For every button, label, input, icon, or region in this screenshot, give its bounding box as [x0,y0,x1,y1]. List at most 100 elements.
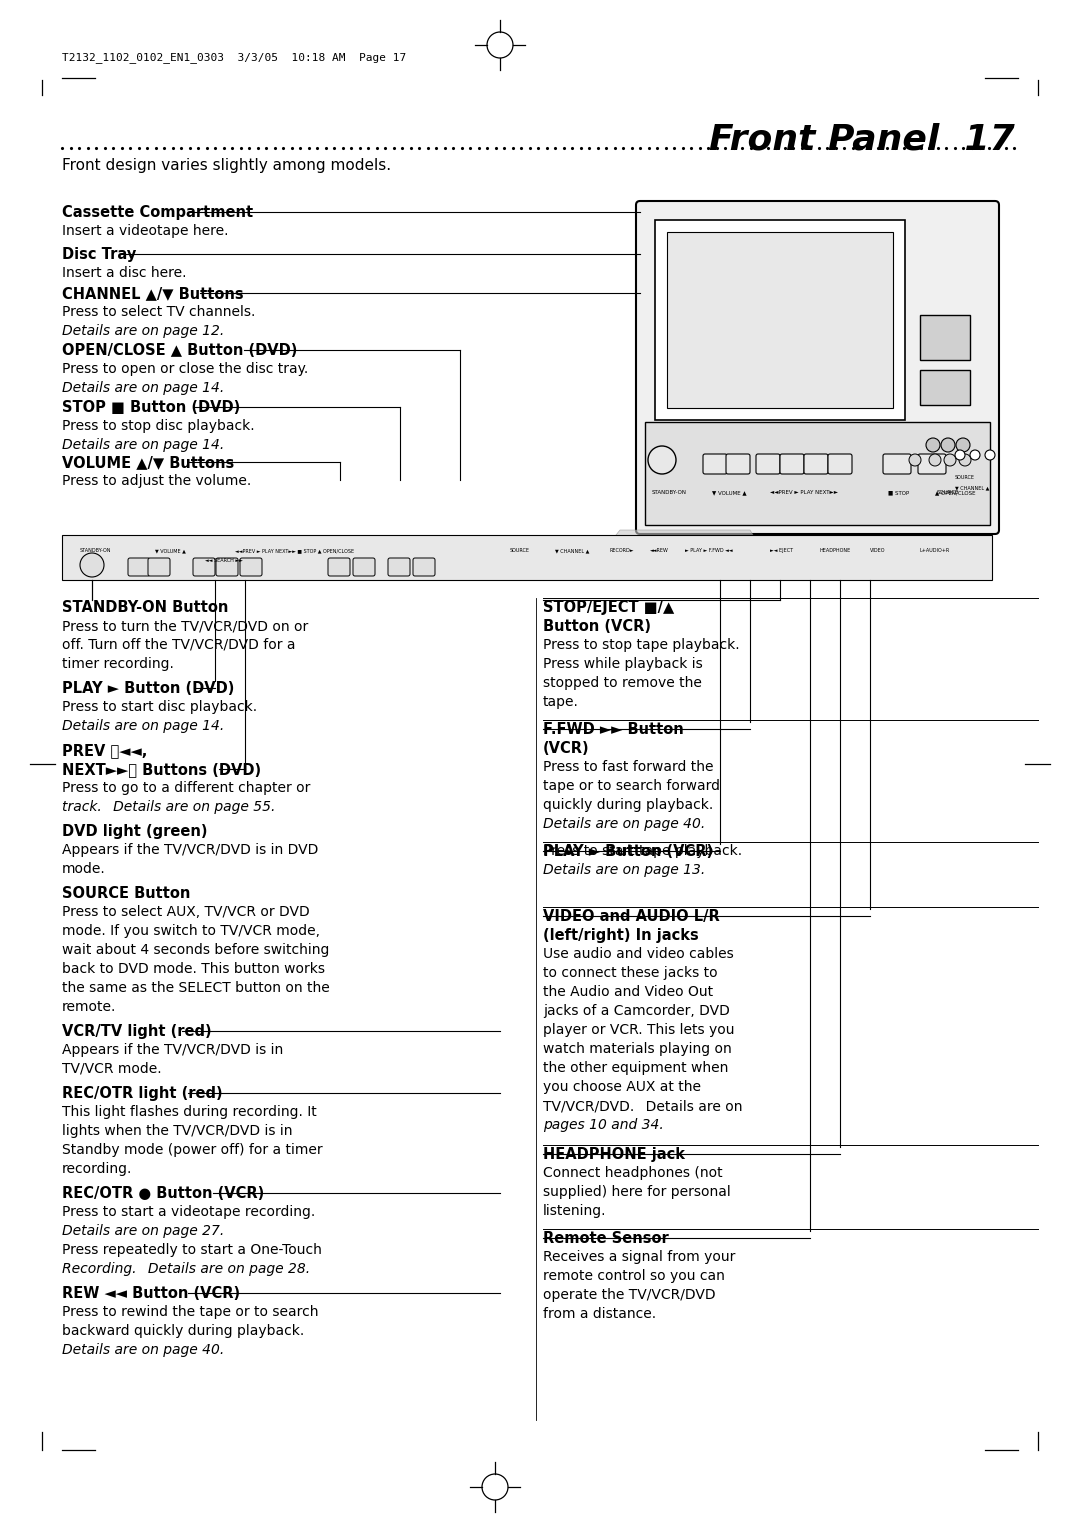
Text: ▼ VOLUME ▲: ▼ VOLUME ▲ [712,490,746,495]
Text: off. Turn off the TV/VCR/DVD for a: off. Turn off the TV/VCR/DVD for a [62,639,296,652]
Circle shape [926,439,940,452]
Text: the other equipment when: the other equipment when [543,1060,728,1076]
FancyBboxPatch shape [780,454,804,474]
FancyBboxPatch shape [636,202,999,533]
Text: Disc Tray: Disc Tray [62,248,136,261]
Text: F.FWD ►► Button: F.FWD ►► Button [543,723,684,736]
Bar [920,370,970,405]
Text: Connect headphones (not: Connect headphones (not [543,1166,723,1180]
Text: to connect these jacks to: to connect these jacks to [543,966,717,979]
Circle shape [955,451,966,460]
Text: Press to stop tape playback.: Press to stop tape playback. [543,639,740,652]
Text: VIDEO and AUDIO L/R: VIDEO and AUDIO L/R [543,909,719,924]
Text: pages 10 and 34.: pages 10 and 34. [543,1118,664,1132]
Text: you choose AUX at the: you choose AUX at the [543,1080,701,1094]
Text: ◄◄PREV ► PLAY NEXT►►: ◄◄PREV ► PLAY NEXT►► [770,490,838,495]
Text: ▲ OPEN/CLOSE: ▲ OPEN/CLOSE [935,490,975,495]
Text: Front design varies slightly among models.: Front design varies slightly among model… [62,157,391,173]
Text: from a distance.: from a distance. [543,1306,657,1322]
Text: (VCR): (VCR) [543,741,590,756]
Text: ►◄ EJECT: ►◄ EJECT [770,549,793,553]
Text: VCR/TV light (red): VCR/TV light (red) [62,1024,212,1039]
Text: VOLUME ▲/▼ Buttons: VOLUME ▲/▼ Buttons [62,455,234,471]
Text: Press to turn the TV/VCR/DVD on or: Press to turn the TV/VCR/DVD on or [62,619,308,633]
Text: T2132_1102_0102_EN1_0303  3/3/05  10:18 AM  Page 17: T2132_1102_0102_EN1_0303 3/3/05 10:18 AM… [62,52,406,63]
Circle shape [959,454,971,466]
Polygon shape [580,530,780,581]
Text: TV/VCR mode.: TV/VCR mode. [62,1062,162,1076]
Text: REC/OTR ● Button (VCR): REC/OTR ● Button (VCR) [62,1186,265,1201]
Text: PLAY ► Button (VCR): PLAY ► Button (VCR) [543,843,713,859]
Text: supplied) here for personal: supplied) here for personal [543,1186,731,1199]
Text: Press to start tape playback.: Press to start tape playback. [543,843,742,859]
Circle shape [941,439,955,452]
Text: remote control so you can: remote control so you can [543,1268,725,1284]
Text: This light flashes during recording. It: This light flashes during recording. It [62,1105,316,1118]
Text: wait about 4 seconds before switching: wait about 4 seconds before switching [62,943,329,957]
Text: REW ◄◄ Button (VCR): REW ◄◄ Button (VCR) [62,1287,240,1300]
Text: Details are on page 13.: Details are on page 13. [543,863,705,877]
Text: quickly during playback.: quickly during playback. [543,798,713,811]
FancyBboxPatch shape [883,454,912,474]
Text: tape.: tape. [543,695,579,709]
Text: the Audio and Video Out: the Audio and Video Out [543,986,713,999]
FancyBboxPatch shape [129,558,150,576]
Text: Press while playback is: Press while playback is [543,657,703,671]
Text: Details are on page 40.: Details are on page 40. [62,1343,225,1357]
Text: Remote Sensor: Remote Sensor [543,1232,669,1245]
Text: ▼ VOLUME ▲: ▼ VOLUME ▲ [156,549,186,553]
FancyBboxPatch shape [413,558,435,576]
Text: Press to open or close the disc tray.: Press to open or close the disc tray. [62,362,308,376]
FancyBboxPatch shape [828,454,852,474]
Text: HEADPHONE: HEADPHONE [820,549,851,553]
Bar [667,232,893,408]
Text: TV/VCR/DVD.  Details are on: TV/VCR/DVD. Details are on [543,1099,743,1112]
Text: Details are on page 14.: Details are on page 14. [62,380,225,396]
Circle shape [970,451,980,460]
Text: ◄◄PREV ► PLAY NEXT►► ■ STOP ▲ OPEN/CLOSE: ◄◄PREV ► PLAY NEXT►► ■ STOP ▲ OPEN/CLOSE [235,549,354,553]
FancyBboxPatch shape [353,558,375,576]
Text: STANDBY-ON Button: STANDBY-ON Button [62,601,228,614]
Text: Front Panel  17: Front Panel 17 [710,122,1015,156]
Text: Insert a videotape here.: Insert a videotape here. [62,225,229,238]
Text: L+AUDIO+R: L+AUDIO+R [920,549,950,553]
Text: Appears if the TV/VCR/DVD is in: Appears if the TV/VCR/DVD is in [62,1044,283,1057]
Text: Details are on page 14.: Details are on page 14. [62,720,225,733]
Text: SOURCE: SOURCE [955,475,975,480]
Text: SOURCE: SOURCE [510,549,530,553]
Text: backward quickly during playback.: backward quickly during playback. [62,1323,305,1339]
FancyBboxPatch shape [756,454,780,474]
Text: Press to adjust the volume.: Press to adjust the volume. [62,474,252,487]
Text: Details are on page 40.: Details are on page 40. [543,817,705,831]
Text: Standby mode (power off) for a timer: Standby mode (power off) for a timer [62,1143,323,1157]
Text: PREV ⏮◄◄,: PREV ⏮◄◄, [62,743,147,758]
Text: ■ STOP: ■ STOP [888,490,909,495]
Text: Use audio and video cables: Use audio and video cables [543,947,733,961]
Text: listening.: listening. [543,1204,607,1218]
Text: RECORD►: RECORD► [610,549,635,553]
Text: Cassette Compartment: Cassette Compartment [62,205,253,220]
Text: Details are on page 27.: Details are on page 27. [62,1224,225,1238]
Text: mode.: mode. [62,862,106,876]
Text: Press to start a videotape recording.: Press to start a videotape recording. [62,1206,315,1219]
Text: (left/right) In jacks: (left/right) In jacks [543,927,699,943]
Text: Press repeatedly to start a One-Touch: Press repeatedly to start a One-Touch [62,1242,322,1258]
Text: jacks of a Camcorder, DVD: jacks of a Camcorder, DVD [543,1004,730,1018]
Text: Recording.  Details are on page 28.: Recording. Details are on page 28. [62,1262,310,1276]
Text: back to DVD mode. This button works: back to DVD mode. This button works [62,963,325,976]
Text: watch materials playing on: watch materials playing on [543,1042,732,1056]
FancyBboxPatch shape [388,558,410,576]
FancyBboxPatch shape [918,454,946,474]
Text: Press to rewind the tape or to search: Press to rewind the tape or to search [62,1305,319,1319]
Text: VIDEO: VIDEO [870,549,886,553]
Circle shape [985,451,995,460]
Text: Press to select AUX, TV/VCR or DVD: Press to select AUX, TV/VCR or DVD [62,905,310,918]
FancyBboxPatch shape [804,454,828,474]
Text: operate the TV/VCR/DVD: operate the TV/VCR/DVD [543,1288,716,1302]
Text: Press to go to a different chapter or: Press to go to a different chapter or [62,781,310,795]
FancyBboxPatch shape [726,454,750,474]
Text: timer recording.: timer recording. [62,657,174,671]
Text: stopped to remove the: stopped to remove the [543,675,702,691]
Text: player or VCR. This lets you: player or VCR. This lets you [543,1024,734,1038]
Text: the same as the SELECT button on the: the same as the SELECT button on the [62,981,329,995]
